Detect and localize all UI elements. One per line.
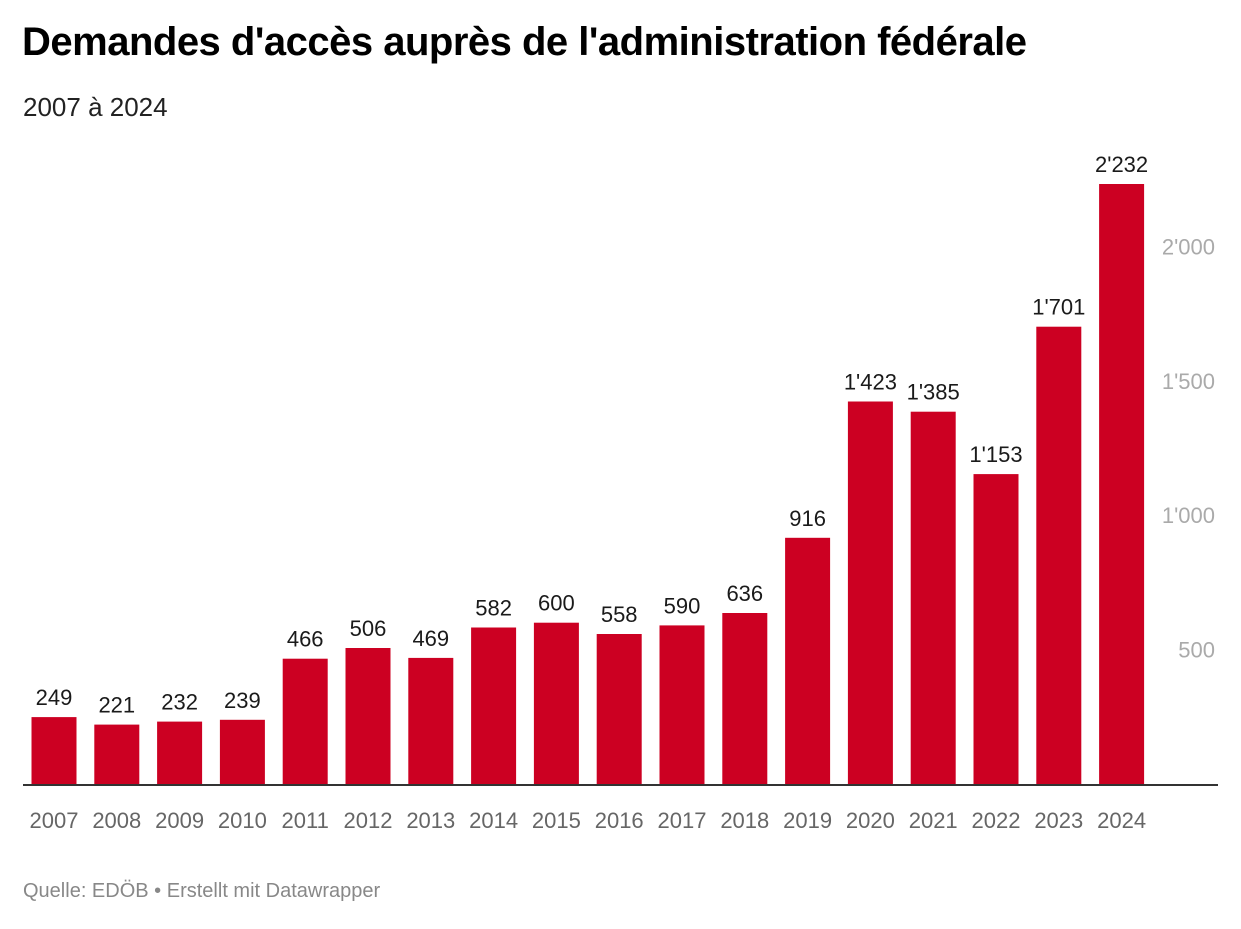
bar-2017[interactable]	[659, 625, 705, 784]
value-label-2008: 221	[98, 693, 135, 718]
bar-2022[interactable]	[973, 474, 1019, 784]
bar-2023[interactable]	[1036, 326, 1082, 784]
x-tick-2017: 2017	[658, 808, 707, 833]
bars-group	[31, 184, 1145, 785]
value-label-2021: 1'385	[907, 380, 960, 405]
x-tick-2012: 2012	[344, 808, 393, 833]
x-tick-2007: 2007	[30, 808, 79, 833]
value-label-2015: 600	[538, 591, 575, 616]
value-label-2010: 239	[224, 688, 261, 713]
value-label-2011: 466	[287, 627, 324, 652]
footer-separator: •	[154, 880, 162, 902]
bar-2021[interactable]	[910, 411, 956, 784]
y-axis: 500 1'000 1'500 2'000	[1162, 234, 1215, 662]
bar-2008[interactable]	[94, 724, 140, 784]
bar-2014[interactable]	[471, 627, 517, 785]
x-tick-2008: 2008	[92, 808, 141, 833]
bar-2009[interactable]	[157, 721, 203, 784]
bar-2010[interactable]	[219, 719, 265, 784]
value-label-2013: 469	[412, 626, 449, 651]
x-tick-2023: 2023	[1034, 808, 1083, 833]
x-axis: 2007 2008 2009 2010 2011 2012 2013 2014 2015 2016…	[30, 808, 1147, 833]
x-tick-2010: 2010	[218, 808, 267, 833]
bar-2012[interactable]	[345, 648, 391, 784]
value-label-2016: 558	[601, 602, 638, 627]
x-tick-2022: 2022	[972, 808, 1021, 833]
bar-2011[interactable]	[282, 658, 328, 784]
x-tick-2015: 2015	[532, 808, 581, 833]
bar-2015[interactable]	[533, 622, 579, 784]
x-tick-2011: 2011	[282, 808, 329, 833]
bar-2020[interactable]	[847, 401, 893, 785]
y-tick-1000: 1'000	[1162, 503, 1215, 528]
x-tick-2014: 2014	[469, 808, 518, 833]
x-tick-2020: 2020	[846, 808, 895, 833]
value-label-2009: 232	[161, 690, 198, 715]
chart-title: Demandes d'accès auprès de l'administrat…	[22, 20, 1027, 64]
x-tick-2013: 2013	[406, 808, 455, 833]
y-tick-1500: 1'500	[1162, 369, 1215, 394]
value-label-2007: 249	[36, 685, 73, 710]
x-tick-2009: 2009	[155, 808, 204, 833]
bar-2016[interactable]	[596, 634, 642, 784]
bar-2019[interactable]	[785, 537, 831, 784]
credit-link[interactable]: Erstellt mit Datawrapper	[166, 880, 381, 902]
value-labels-group: 249 221 232 239 466 506 469 582 600 558 590 636 916 1…	[36, 152, 1149, 718]
value-label-2019: 916	[789, 506, 826, 531]
value-label-2012: 506	[350, 616, 387, 641]
y-tick-500: 500	[1178, 638, 1215, 663]
x-tick-2024: 2024	[1097, 808, 1146, 833]
value-label-2020: 1'423	[844, 370, 897, 395]
value-label-2024: 2'232	[1095, 152, 1148, 177]
y-tick-2000: 2'000	[1162, 234, 1215, 259]
value-label-2022: 1'153	[969, 442, 1022, 467]
bar-2013[interactable]	[408, 657, 454, 784]
x-tick-2018: 2018	[720, 808, 769, 833]
x-tick-2019: 2019	[783, 808, 832, 833]
bar-2024[interactable]	[1099, 184, 1145, 784]
source-label: Quelle: EDÖB	[23, 880, 149, 902]
chart-subtitle: 2007 à 2024	[23, 92, 168, 122]
chart-footer: Quelle: EDÖB • Erstellt mit Datawrapper	[23, 880, 380, 903]
value-label-2023: 1'701	[1032, 295, 1085, 320]
value-label-2017: 590	[664, 593, 701, 618]
x-tick-2016: 2016	[595, 808, 644, 833]
bar-2007[interactable]	[31, 717, 77, 784]
value-label-2014: 582	[475, 596, 512, 621]
value-label-2018: 636	[726, 581, 763, 606]
x-tick-2021: 2021	[909, 808, 958, 833]
bar-2018[interactable]	[722, 613, 768, 784]
